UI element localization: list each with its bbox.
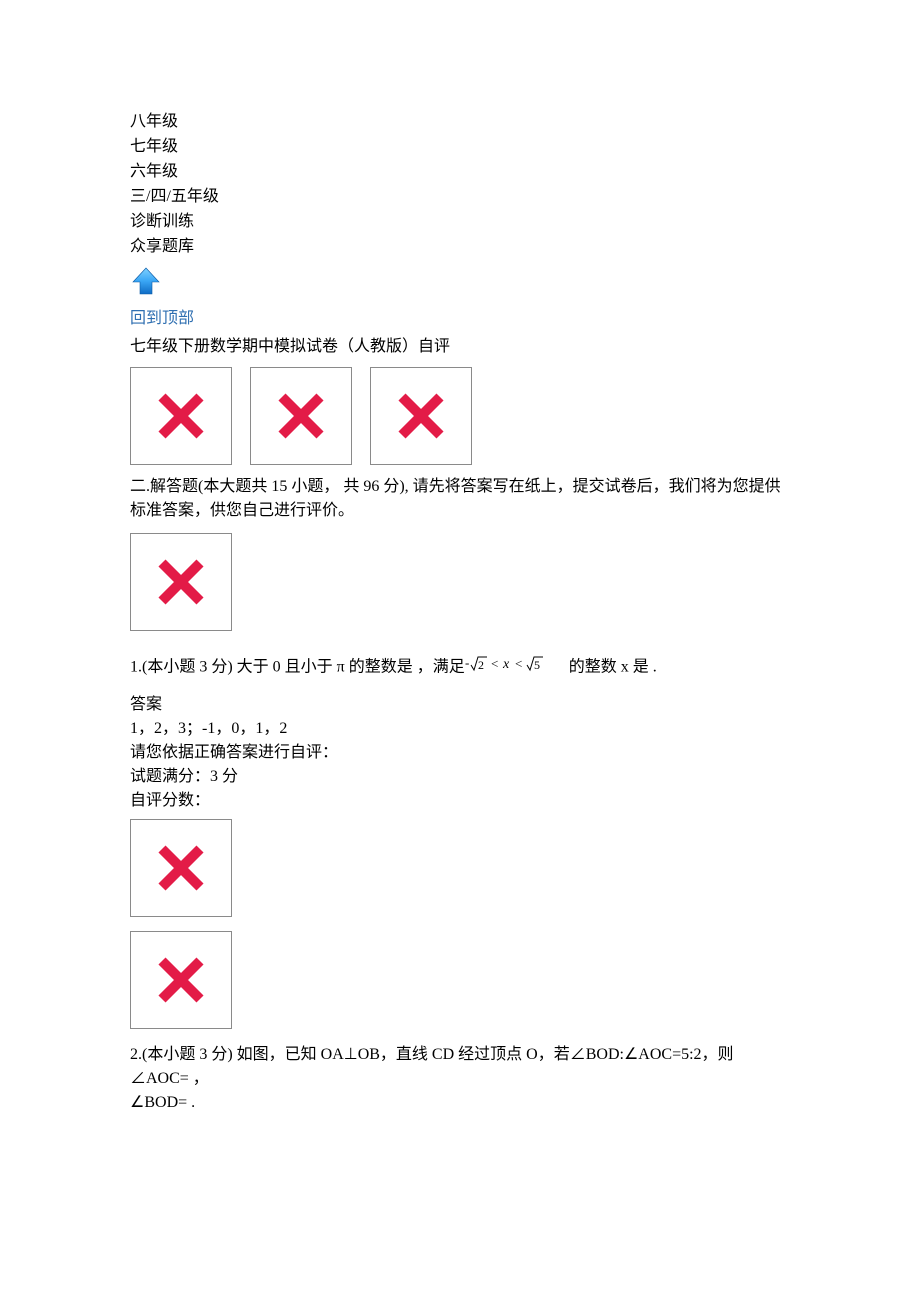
back-to-top-arrow-row [130, 265, 790, 305]
full-score: 试题满分：3 分 [130, 765, 790, 789]
page-title: 七年级下册数学期中模拟试卷（人教版）自评 [130, 335, 790, 359]
x-icon [154, 389, 208, 443]
formula-image: - 2 < x < 5 [465, 653, 565, 683]
self-score-label: 自评分数： [130, 789, 790, 813]
placeholder-row-1 [130, 367, 790, 465]
question-2-line1: 2.(本小题 3 分) 如图，已知 OA⊥OB，直线 CD 经过顶点 O，若∠B… [130, 1043, 790, 1091]
placeholder-col-1 [130, 819, 790, 1029]
x-icon [394, 389, 448, 443]
svg-text:-: - [465, 655, 469, 670]
nav-item-grade6[interactable]: 六年级 [130, 160, 790, 184]
placeholder-row-2 [130, 533, 790, 631]
placeholder-box [130, 931, 232, 1029]
nav-item-grade8[interactable]: 八年级 [130, 110, 790, 134]
svg-text:5: 5 [534, 658, 540, 672]
x-icon [154, 841, 208, 895]
section-instruction: 二.解答题(本大题共 15 小题， 共 96 分), 请先将答案写在纸上，提交试… [130, 475, 790, 523]
x-icon [154, 953, 208, 1007]
placeholder-box [130, 819, 232, 917]
answer-label: 答案 [130, 693, 790, 717]
placeholder-box [250, 367, 352, 465]
q1-answer: 1，2，3；-1，0，1，2 [130, 717, 790, 741]
x-icon [274, 389, 328, 443]
svg-text:2: 2 [478, 658, 484, 672]
placeholder-box [130, 367, 232, 465]
placeholder-box [130, 533, 232, 631]
self-eval-label: 请您依据正确答案进行自评： [130, 741, 790, 765]
page-container: 八年级 七年级 六年级 三/四/五年级 诊断训练 众享题库 回到顶部 七年级下册… [0, 0, 920, 1155]
placeholder-box [370, 367, 472, 465]
svg-text:<: < [515, 656, 522, 671]
q1-mid: ，满足 [417, 659, 465, 676]
question-1: 1.(本小题 3 分) 大于 0 且小于 π 的整数是 ，满足 - 2 < x … [130, 653, 790, 683]
nav-item-grade7[interactable]: 七年级 [130, 135, 790, 159]
arrow-up-icon[interactable] [130, 265, 162, 305]
x-icon [154, 555, 208, 609]
nav-item-diagnosis[interactable]: 诊断训练 [130, 210, 790, 234]
back-to-top-link[interactable]: 回到顶部 [130, 307, 790, 331]
q1-end: . [653, 659, 657, 676]
svg-text:<: < [491, 656, 498, 671]
svg-text:x: x [502, 657, 510, 672]
nav-item-grade345[interactable]: 三/四/五年级 [130, 185, 790, 209]
nav-item-question-bank[interactable]: 众享题库 [130, 235, 790, 259]
q1-prefix: 1.(本小题 3 分) 大于 0 且小于 π 的整数是 [130, 659, 413, 676]
question-2-line2: ∠BOD= . [130, 1091, 790, 1115]
nav-list: 八年级 七年级 六年级 三/四/五年级 诊断训练 众享题库 [130, 110, 790, 259]
q1-after: 的整数 x 是 [565, 659, 649, 676]
